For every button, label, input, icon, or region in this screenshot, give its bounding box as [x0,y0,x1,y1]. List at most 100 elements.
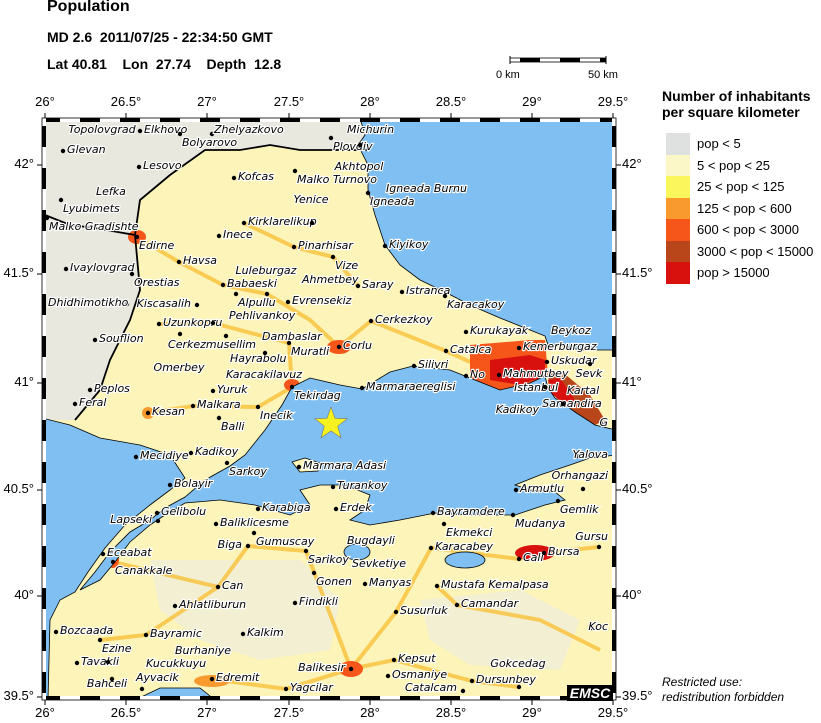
city-dot [188,450,194,456]
city-dot [220,282,226,288]
legend-swatch [666,219,690,241]
city-marker: Igneada Burnu [385,181,468,196]
manyas-lake [343,543,371,561]
city-label: Gelibolu [161,505,206,518]
city-dot [233,291,239,297]
city-dot [177,331,183,337]
city-marker: Osmaniye [385,667,448,682]
city-marker: Baliklicesme [213,515,290,530]
lon-label-top: 26° [35,94,55,109]
city-marker: Kirklarelikup [241,214,318,229]
city-marker: Sarkoy [224,460,268,479]
lon-label-top: 29° [522,94,542,109]
city-marker: Gelibolu [154,504,207,519]
city-label: Inecik [260,409,293,422]
city-marker: Muratli [286,340,330,359]
city-dot [355,283,361,289]
city-dot [541,550,547,556]
city-label: Erdek [340,501,372,514]
city-marker: Peplos [87,381,131,396]
city-label: Zhelyazkovo [213,123,284,136]
city-dot [264,291,270,297]
city-label: Bursa [548,545,580,558]
city-label: Turankoy [337,479,388,492]
legend-item: pop < 5 [666,133,816,155]
city-dot [87,387,93,393]
city-marker: Karacakoy [442,293,506,312]
city-label: Orhangazi [552,469,608,482]
city-label: Sevketiye [352,557,406,570]
city-marker: Dursunbey [469,672,537,687]
city-dot [580,486,586,492]
city-marker: Lefka [95,184,127,199]
city-marker: Malko Gradishte [45,215,140,234]
city-marker: Gemlik [555,498,600,517]
lat-label-left: 42° [14,156,34,171]
city-dot [516,345,522,351]
city-label: Ayvacik [135,671,179,684]
city-label: Yagcilar [290,681,334,694]
lon-label-top: 27° [197,94,217,109]
city-marker: Omerbey [152,331,206,375]
emsc-logo: EMSC [567,685,613,701]
city-dot [231,175,237,181]
city-marker: Edirne [134,234,176,253]
city-marker: Gursu [574,529,609,550]
city-label: Osmaniye [392,668,447,681]
city-dot [167,482,173,488]
city-marker: Orhangazi [550,468,609,492]
city-marker: Ahmetbey [300,272,360,287]
city-label: Malko Gradishte [49,220,139,233]
city-label: Bayramdere [437,505,505,518]
city-marker: Bayramdere [430,504,506,519]
city-marker: Mustafa Kemalpasa [434,577,550,592]
city-dot [156,321,162,327]
legend-label: pop < 5 [697,136,741,151]
city-marker: Pehlivankoy [228,308,297,323]
city-marker: Sevk [575,361,604,381]
scale-end: 50 km [588,69,618,81]
city-label: Gemlik [560,503,599,516]
city-label: Inece [223,228,253,241]
city-marker: Koc [587,619,609,634]
uluabat-lake [444,551,486,569]
city-dot [109,676,115,682]
city-marker: Findikli [292,594,339,609]
city-label: Ivaylovgrad [70,261,136,274]
city-marker: Cerkezmusellim [167,320,257,352]
city-label: Gokcedag [490,657,545,670]
lon-label-bottom: 26° [35,705,55,720]
city-marker: Evrensekiz [285,293,353,308]
legend-label: 600 < pop < 3000 [697,222,799,237]
city-dot [589,625,595,631]
city-dot [176,259,182,265]
city-marker: Yuruk [210,382,249,397]
lon-label-top: 26.5° [110,94,142,109]
city-marker: Balli [216,415,246,434]
city-label: Evrensekiz [292,294,352,307]
city-label: Sevk [576,367,603,380]
lon-label-bottom: 27.5° [273,705,305,720]
city-label: Koc [588,620,608,633]
legend-label: pop > 15000 [697,265,770,280]
city-marker: Uzunkopru [156,315,223,330]
city-dot [348,666,354,672]
city-label: Muratli [291,345,329,358]
city-dot [213,521,219,527]
city-dot [133,454,139,460]
city-dot [443,348,449,354]
city-marker: Ayvacik [109,670,180,685]
lon-label-bottom: 28° [360,705,380,720]
city-dot [60,148,66,154]
city-marker: Plovdiv [328,135,374,154]
city-dot [210,320,216,326]
earthquake-epicenter-star-icon[interactable] [313,406,349,439]
city-label: Alpullu [237,296,276,309]
city-marker: Babaeski [220,276,278,291]
city-marker: No [463,367,486,382]
city-marker: Marmaraereglisi [359,379,457,394]
legend-item: 600 < pop < 3000 [666,219,816,241]
city-dot [441,521,447,527]
lat-label-right: 41.5° [622,265,653,280]
city-marker: Yalova [571,447,609,462]
